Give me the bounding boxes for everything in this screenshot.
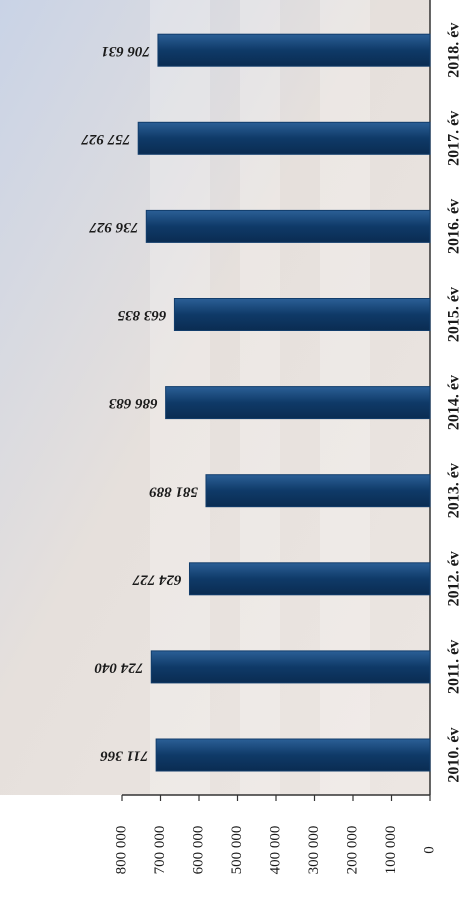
category-label: 2012. év xyxy=(446,551,463,606)
category-label: 2014. év xyxy=(446,375,463,430)
bar xyxy=(173,298,431,331)
bar xyxy=(137,121,431,155)
x-tick-label: 600 000 xyxy=(190,826,206,875)
category-label: 2013. év xyxy=(446,463,463,518)
bar xyxy=(205,474,431,508)
data-label: 706 631 xyxy=(101,43,150,59)
data-label: 581 889 xyxy=(149,483,198,499)
category-label: 2017. év xyxy=(446,111,463,166)
bar xyxy=(150,650,431,684)
data-label: 624 727 xyxy=(132,571,181,587)
category-label: 2018. év xyxy=(446,23,463,78)
data-label: 711 366 xyxy=(100,748,148,764)
category-label: 2010. év xyxy=(446,727,463,782)
data-label: 663 835 xyxy=(117,307,166,323)
bar xyxy=(188,562,431,596)
bar xyxy=(155,738,431,772)
bar xyxy=(145,209,431,243)
x-tick-label: 800 000 xyxy=(113,826,129,875)
category-label: 2015. év xyxy=(446,287,463,342)
category-label: 2016. év xyxy=(446,199,463,254)
category-label: 2011. év xyxy=(446,640,463,694)
x-tick-label: 300 000 xyxy=(306,826,322,875)
data-label: 686 683 xyxy=(108,395,157,411)
data-label: 736 927 xyxy=(89,219,138,235)
x-tick-label: 200 000 xyxy=(344,826,360,875)
data-label: 724 040 xyxy=(94,659,143,675)
data-label: 757 927 xyxy=(81,131,130,147)
x-tick-label: 500 000 xyxy=(229,826,245,875)
x-tick-label: 400 000 xyxy=(267,826,283,875)
bar xyxy=(157,33,431,67)
x-tick-label: 0 xyxy=(421,846,437,854)
bar xyxy=(165,386,431,420)
x-tick-label: 100 000 xyxy=(383,826,399,875)
x-tick-label: 700 000 xyxy=(152,826,168,875)
